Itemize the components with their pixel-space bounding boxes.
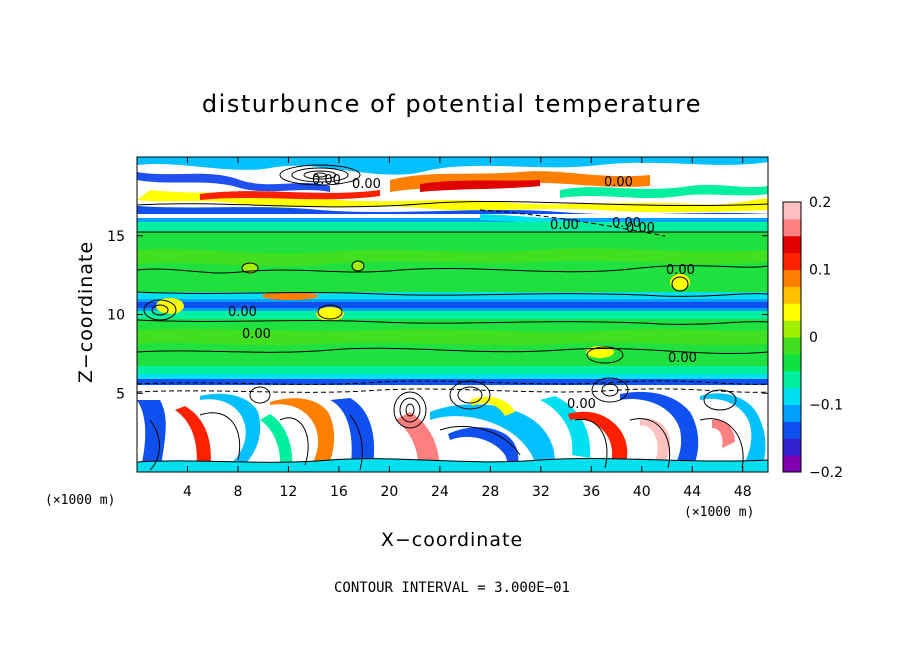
contour-label: 0.00 bbox=[604, 175, 633, 190]
x-axis: 4 8 12 16 20 24 28 32 36 40 44 48 bbox=[183, 157, 752, 500]
colorbar-tick-label: 0.2 bbox=[809, 195, 831, 211]
mid-layers bbox=[137, 222, 768, 385]
y-tick-label: 15 bbox=[107, 229, 125, 245]
x-tick-label: 16 bbox=[330, 484, 348, 500]
colorbar-swatch bbox=[783, 353, 801, 372]
y-tick-label: 5 bbox=[116, 386, 125, 402]
contour-interval-note: CONTOUR INTERVAL = 3.000E−01 bbox=[334, 580, 570, 596]
colorbar-swatch bbox=[783, 218, 801, 237]
x-tick-label: 4 bbox=[183, 484, 192, 500]
x-tick-label: 24 bbox=[431, 484, 449, 500]
x-tick-label: 12 bbox=[280, 484, 298, 500]
contour-label: 0.00 bbox=[312, 173, 341, 188]
colorbar-frame bbox=[782, 201, 802, 473]
x-tick-label: 40 bbox=[633, 484, 651, 500]
colorbar bbox=[782, 201, 802, 473]
lower-layer bbox=[137, 385, 768, 472]
contour-label: 0.00 bbox=[666, 263, 695, 278]
colorbar-swatch bbox=[783, 404, 801, 422]
x-tick-label: 32 bbox=[532, 484, 550, 500]
contour-label: 0.00 bbox=[242, 327, 271, 342]
colorbar-tick-label: −0.2 bbox=[809, 465, 843, 481]
colorbar-swatch bbox=[783, 235, 801, 254]
colorbar-swatch bbox=[783, 337, 801, 355]
y-tick-label: 10 bbox=[107, 308, 125, 324]
contour-label: 0.00 bbox=[612, 216, 641, 231]
contour-label: 0.00 bbox=[567, 397, 596, 412]
colorbar-tick-label: 0 bbox=[809, 330, 818, 346]
colorbar-ticks: 0.2 0.1 0 −0.1 −0.2 bbox=[809, 195, 843, 481]
colorbar-swatch bbox=[783, 387, 801, 405]
y-axis-title: Z−coordinate bbox=[75, 241, 97, 383]
colorbar-swatch bbox=[783, 370, 801, 389]
contour-label: 0.00 bbox=[228, 305, 257, 320]
x-axis-unit-right: (×1000 m) bbox=[684, 505, 754, 520]
plot-area bbox=[137, 157, 768, 472]
contour-lines bbox=[137, 164, 768, 471]
chart-title: disturbunce of potential temperature bbox=[202, 90, 702, 118]
contour-label: 0.00 bbox=[352, 177, 381, 192]
contour-labels: 0.00 0.00 0.00 0.00 0.00 0.00 0.00 0.00 … bbox=[228, 173, 697, 412]
colorbar-swatch bbox=[783, 202, 801, 220]
colorbar-tick-label: 0.1 bbox=[809, 263, 831, 279]
upper-layer bbox=[137, 157, 768, 236]
x-tick-label: 48 bbox=[734, 484, 752, 500]
x-tick-label: 44 bbox=[683, 484, 701, 500]
colorbar-swatch bbox=[783, 269, 801, 287]
colorbar-swatch bbox=[783, 303, 801, 321]
contour-label: 0.00 bbox=[550, 218, 579, 233]
colorbar-swatch bbox=[783, 438, 801, 456]
colorbar-swatch bbox=[783, 252, 801, 270]
x-axis-title: X−coordinate bbox=[381, 529, 523, 551]
colorbar-swatch bbox=[783, 286, 801, 304]
x-tick-label: 20 bbox=[380, 484, 398, 500]
x-tick-label: 8 bbox=[233, 484, 242, 500]
contour-label: 0.00 bbox=[626, 221, 655, 236]
x-axis-unit-left: (×1000 m) bbox=[45, 493, 115, 508]
x-tick-label: 36 bbox=[582, 484, 600, 500]
colorbar-swatch bbox=[783, 320, 801, 338]
contour-label: 0.00 bbox=[668, 351, 697, 366]
colorbar-tick-label: −0.1 bbox=[809, 398, 843, 414]
colorbar-swatch bbox=[783, 421, 801, 439]
x-tick-label: 28 bbox=[481, 484, 499, 500]
colorbar-swatch bbox=[783, 455, 801, 473]
y-axis: 5 10 15 bbox=[107, 229, 768, 402]
